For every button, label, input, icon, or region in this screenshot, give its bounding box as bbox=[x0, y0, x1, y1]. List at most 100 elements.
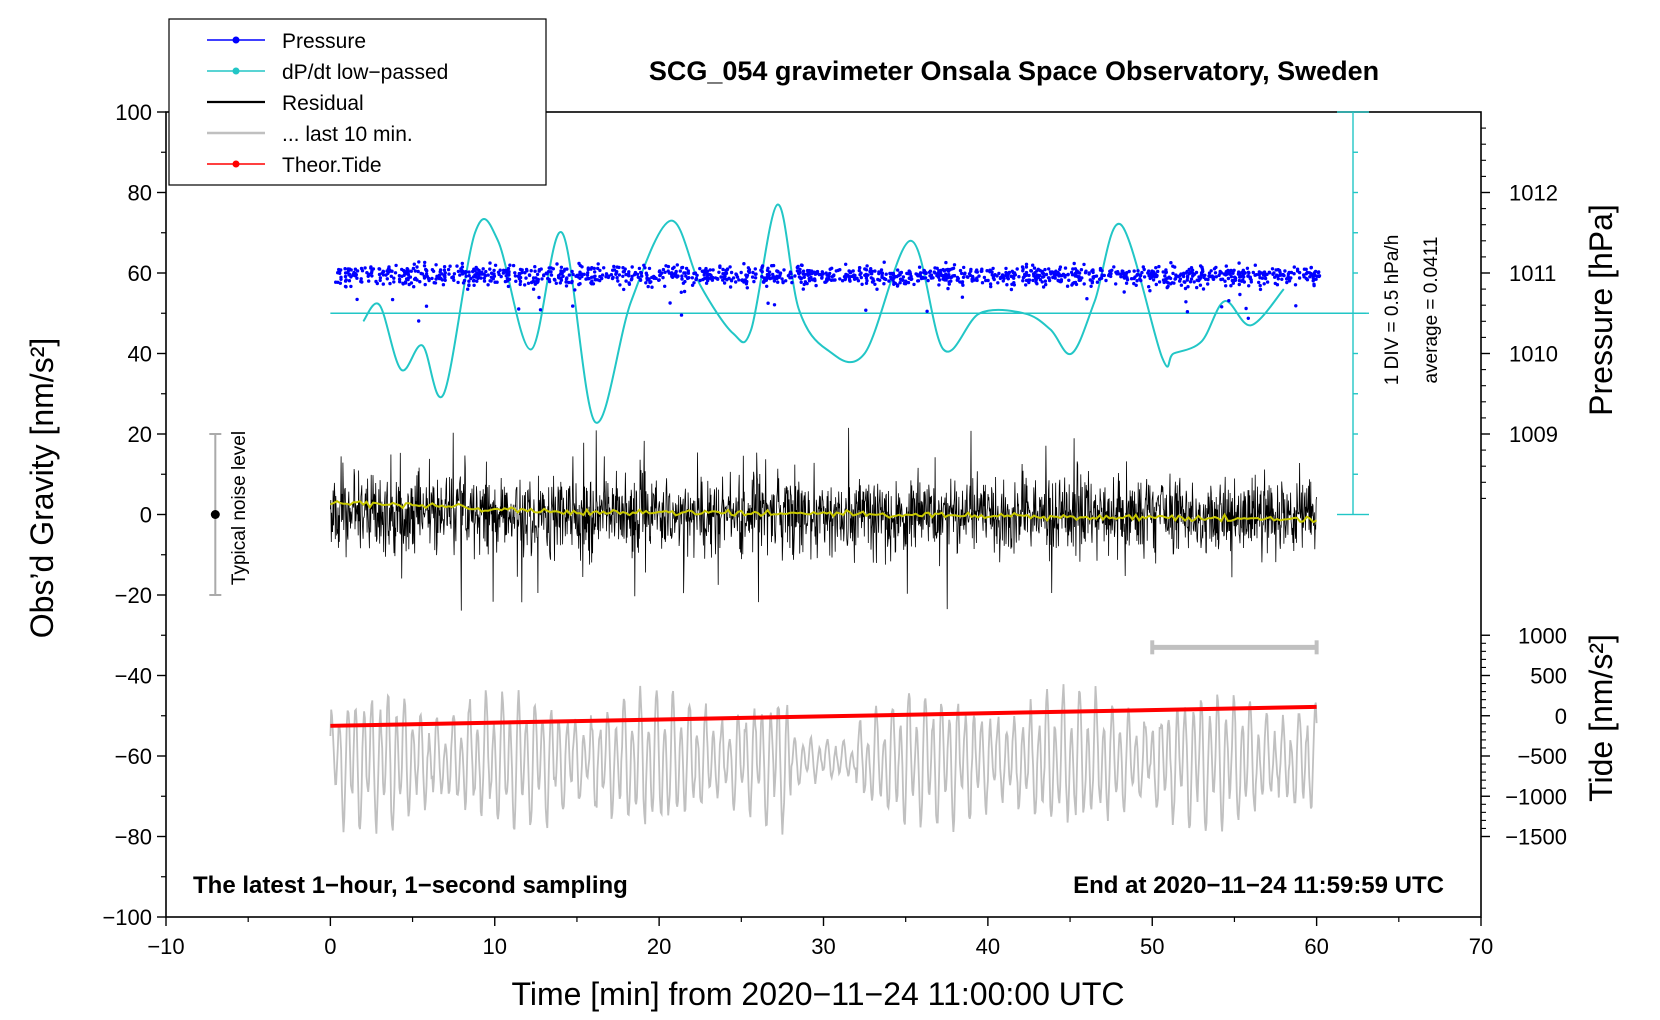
pressure-point bbox=[1013, 273, 1018, 277]
pressure-point bbox=[863, 273, 867, 277]
pressure-point bbox=[1114, 282, 1118, 286]
tide-tick-label: −1000 bbox=[1505, 784, 1567, 809]
pressure-point bbox=[424, 304, 429, 308]
pressure-point bbox=[1032, 266, 1037, 270]
pressure-point bbox=[772, 303, 777, 307]
pressure-point bbox=[526, 281, 531, 285]
pressure-point bbox=[425, 269, 429, 273]
pressure-point bbox=[739, 270, 743, 275]
pressure-point bbox=[1287, 277, 1292, 282]
pressure-point bbox=[1154, 266, 1158, 270]
pressure-point bbox=[865, 264, 869, 268]
pressure-point bbox=[346, 270, 350, 275]
pressure-point bbox=[472, 278, 476, 283]
pressure-point bbox=[649, 280, 653, 284]
pressure-point bbox=[587, 276, 591, 281]
pressure-point bbox=[1142, 267, 1146, 272]
pressure-point bbox=[721, 267, 725, 272]
pressure-point bbox=[344, 278, 348, 282]
pressure-point bbox=[1132, 281, 1136, 286]
pressure-point bbox=[531, 287, 536, 291]
pressure-point bbox=[948, 267, 952, 272]
pressure-point bbox=[1168, 276, 1173, 281]
pressure-point bbox=[479, 276, 483, 280]
pressure-point bbox=[952, 263, 957, 267]
pressure-point bbox=[1286, 272, 1291, 276]
pressure-point bbox=[596, 262, 600, 266]
pressure-point bbox=[872, 279, 876, 283]
pressure-point bbox=[907, 269, 911, 273]
pressure-point bbox=[1036, 267, 1041, 271]
tide-tick-label: 1000 bbox=[1518, 623, 1567, 648]
pressure-point bbox=[962, 272, 967, 276]
pressure-point bbox=[416, 269, 420, 274]
pressure-point bbox=[339, 277, 343, 281]
y-tick-label: 80 bbox=[128, 181, 152, 206]
pressure-point bbox=[1229, 275, 1234, 279]
pressure-point bbox=[600, 273, 605, 277]
pressure-point bbox=[766, 301, 770, 305]
pressure-point bbox=[514, 279, 518, 283]
pressure-point bbox=[814, 283, 818, 288]
pressure-point bbox=[352, 270, 356, 275]
pressure-point bbox=[446, 267, 451, 272]
pressure-point bbox=[438, 268, 443, 272]
pressure-point bbox=[889, 271, 894, 276]
pressure-point bbox=[680, 265, 685, 270]
pressure-point bbox=[529, 269, 533, 273]
pressure-point bbox=[398, 280, 402, 284]
pressure-point bbox=[1232, 268, 1236, 272]
pressure-point bbox=[1243, 271, 1247, 275]
pressure-point bbox=[947, 282, 951, 286]
pressure-point bbox=[1263, 276, 1268, 281]
pressure-point bbox=[901, 275, 906, 279]
pressure-point bbox=[1239, 271, 1243, 275]
y-tick-label: 20 bbox=[128, 422, 152, 447]
pressure-point bbox=[1012, 281, 1016, 285]
pressure-point bbox=[1238, 275, 1242, 279]
pressure-point bbox=[598, 268, 602, 273]
pressure-point bbox=[926, 278, 930, 283]
pressure-point bbox=[366, 274, 370, 278]
pressure-point bbox=[1157, 280, 1162, 284]
pressure-point bbox=[680, 274, 684, 278]
pressure-point bbox=[1224, 284, 1228, 288]
pressure-point bbox=[928, 269, 933, 273]
pressure-point bbox=[790, 280, 794, 285]
pressure-point bbox=[820, 276, 824, 280]
pressure-point bbox=[472, 283, 476, 287]
pressure-point bbox=[942, 277, 946, 281]
pressure-point bbox=[1262, 282, 1266, 286]
pressure-point bbox=[796, 264, 800, 269]
pressure-point bbox=[622, 287, 626, 292]
pressure-point bbox=[860, 282, 864, 286]
pressure-point bbox=[1185, 274, 1190, 278]
pressure-point bbox=[1065, 284, 1070, 288]
pressure-point bbox=[834, 269, 838, 273]
pressure-point bbox=[623, 267, 627, 271]
pressure-point bbox=[456, 269, 461, 274]
pressure-point bbox=[1124, 281, 1129, 285]
pressure-point bbox=[946, 276, 950, 280]
pressure-point bbox=[678, 269, 682, 273]
pressure-point bbox=[534, 276, 538, 280]
pressure-point bbox=[1125, 271, 1129, 275]
pressure-point bbox=[782, 268, 786, 272]
pressure-point bbox=[1083, 271, 1088, 275]
pressure-point bbox=[354, 273, 358, 277]
pressure-point bbox=[1222, 272, 1226, 276]
pressure-point bbox=[716, 277, 720, 281]
last10-series-line bbox=[329, 684, 1318, 835]
pressure-point bbox=[506, 284, 511, 289]
pressure-point bbox=[745, 279, 749, 284]
y-tick-label: −60 bbox=[115, 744, 152, 769]
pressure-point bbox=[355, 269, 360, 273]
pressure-point bbox=[857, 268, 861, 273]
pressure-point bbox=[513, 271, 517, 275]
pressure-point bbox=[1246, 270, 1251, 274]
y-tick-label: −20 bbox=[115, 583, 152, 608]
pressure-point bbox=[615, 265, 619, 269]
pressure-point bbox=[901, 278, 905, 282]
pressure-point bbox=[1220, 277, 1225, 281]
pressure-tick-label: 1009 bbox=[1509, 422, 1558, 447]
